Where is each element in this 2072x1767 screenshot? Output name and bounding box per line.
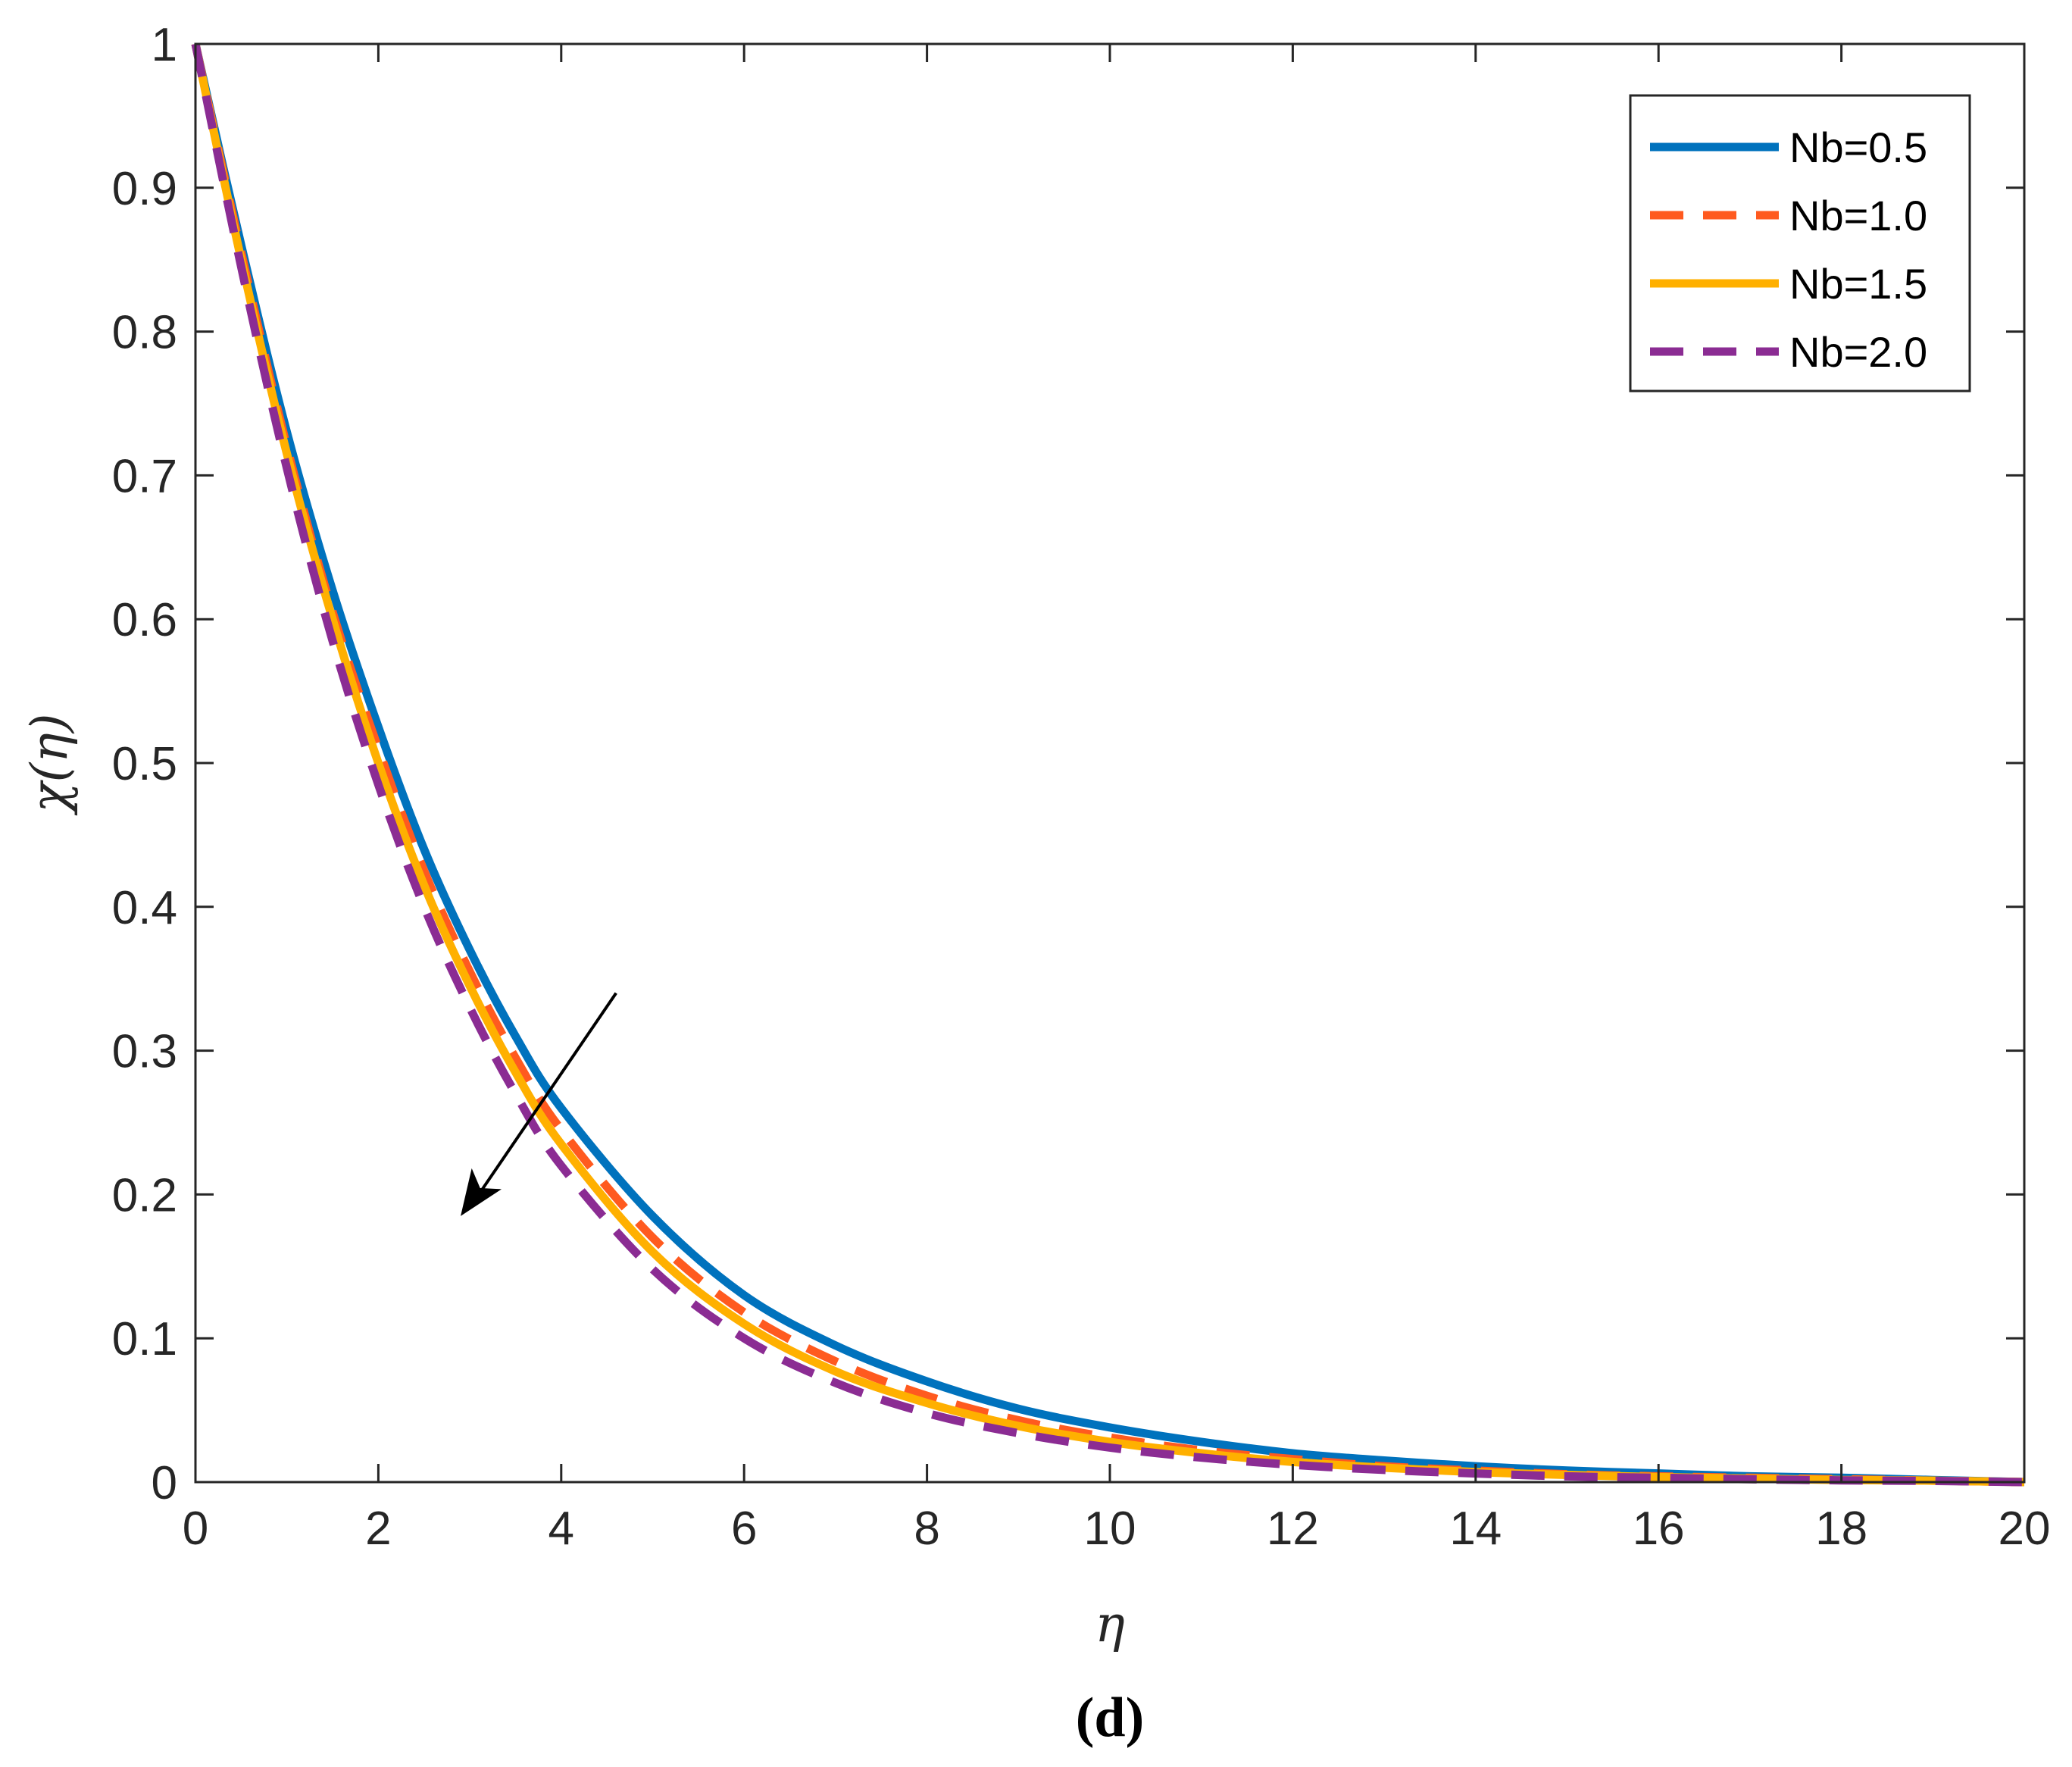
legend-label: Nb=1.0	[1789, 192, 1927, 239]
tick-labels: 0 2 4 6 8 10 12 14 16 18 20 0 0.1 0.2 0.3 0.4 0.5 0.6 0.7 0…	[112, 19, 2051, 1555]
annotation-arrow-line	[470, 992, 617, 1206]
x-tick-label: 16	[1633, 1503, 1685, 1555]
y-tick-label: 0.6	[112, 594, 177, 646]
x-tick-label: 12	[1267, 1503, 1319, 1555]
x-axis-label: η	[1095, 1595, 1125, 1653]
legend-label: Nb=1.5	[1789, 260, 1927, 308]
y-tick-label: 0.5	[112, 738, 177, 790]
y-tick-label: 0.9	[112, 163, 177, 215]
y-tick-label: 0.1	[112, 1313, 177, 1365]
figure-caption: (d)	[1076, 1687, 1144, 1749]
y-tick-label: 0	[152, 1457, 177, 1509]
legend: Nb=0.5 Nb=1.0 Nb=1.5 Nb=2.0	[1629, 94, 1971, 392]
annotation	[461, 992, 617, 1216]
annotation-arrow-head	[461, 1168, 502, 1216]
y-tick-label: 1	[152, 19, 177, 71]
x-tick-label: 18	[1815, 1503, 1867, 1555]
y-tick-label: 0.3	[112, 1026, 177, 1078]
x-tick-label: 2	[365, 1503, 391, 1555]
y-tick-label: 0.2	[112, 1169, 177, 1221]
x-tick-label: 8	[914, 1503, 939, 1555]
y-axis-label: χ(η)	[20, 713, 79, 815]
series-line-nb-1-5	[191, 42, 2025, 1487]
x-tick-label: 10	[1084, 1503, 1136, 1555]
y-tick-label: 0.4	[112, 882, 177, 934]
ticks	[194, 42, 2026, 1484]
series-line-nb-2-0	[191, 42, 2025, 1487]
x-tick-label: 14	[1449, 1503, 1502, 1555]
y-tick-label: 0.8	[112, 307, 177, 359]
x-tick-label: 20	[1999, 1503, 2051, 1555]
y-tick-label: 0.7	[112, 450, 177, 502]
legend-label: Nb=0.5	[1789, 124, 1927, 171]
x-tick-label: 4	[548, 1503, 574, 1555]
plot-lines	[191, 42, 2025, 1487]
x-tick-label: 0	[183, 1503, 208, 1555]
x-tick-label: 6	[731, 1503, 757, 1555]
legend-label: Nb=2.0	[1789, 328, 1927, 376]
